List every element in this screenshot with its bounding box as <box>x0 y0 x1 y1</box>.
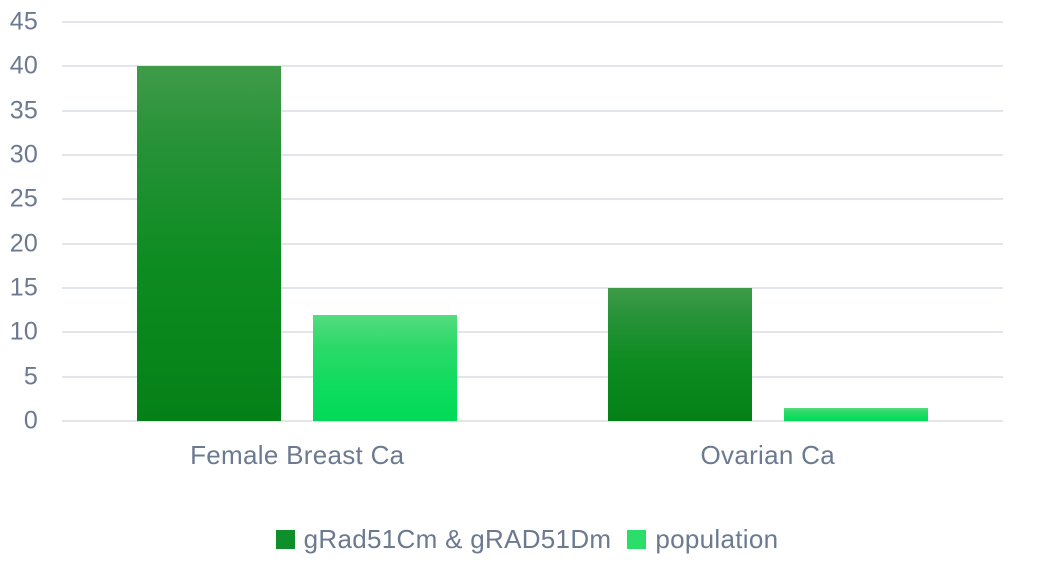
y-axis-tick-label: 10 <box>9 317 38 346</box>
legend-swatch-icon <box>627 529 647 549</box>
legend-label: gRad51Cm & gRAD51Dm <box>303 524 612 554</box>
y-axis-tick-label: 0 <box>23 406 38 435</box>
legend-item[interactable]: gRad51Cm & gRAD51Dm <box>275 524 612 554</box>
legend-item[interactable]: population <box>627 526 778 552</box>
y-axis-tick-label: 20 <box>9 229 38 258</box>
legend-label: population <box>655 524 779 554</box>
y-axis-tick-label: 45 <box>9 7 38 36</box>
y-axis-tick-label: 15 <box>9 273 38 302</box>
bar[interactable] <box>137 66 282 421</box>
gridline <box>62 331 1003 334</box>
gridline <box>62 287 1003 289</box>
bar[interactable] <box>783 407 928 421</box>
y-axis-tick-label: 30 <box>9 140 38 169</box>
legend: gRad51Cm & gRAD51Dm population <box>0 526 1054 552</box>
bar[interactable] <box>607 288 752 421</box>
y-axis-tick-label: 40 <box>9 51 38 80</box>
y-axis-tick-label: 25 <box>9 184 38 213</box>
y-axis-tick-label: 5 <box>23 362 38 391</box>
gridline <box>62 198 1003 201</box>
x-axis-category-label: Female Breast Ca <box>190 440 405 470</box>
gridline <box>62 420 1003 422</box>
gridline <box>62 109 1003 112</box>
y-axis-tick-label: 35 <box>9 96 38 125</box>
gridline <box>62 21 1003 23</box>
bar[interactable] <box>313 314 458 421</box>
x-axis-category-label: Ovarian Ca <box>700 440 835 470</box>
plot-area <box>62 21 1003 422</box>
gridline <box>62 154 1003 156</box>
gridline <box>62 242 1003 245</box>
gridline <box>62 375 1003 378</box>
gridline <box>62 65 1003 68</box>
legend-swatch-icon <box>275 529 295 549</box>
